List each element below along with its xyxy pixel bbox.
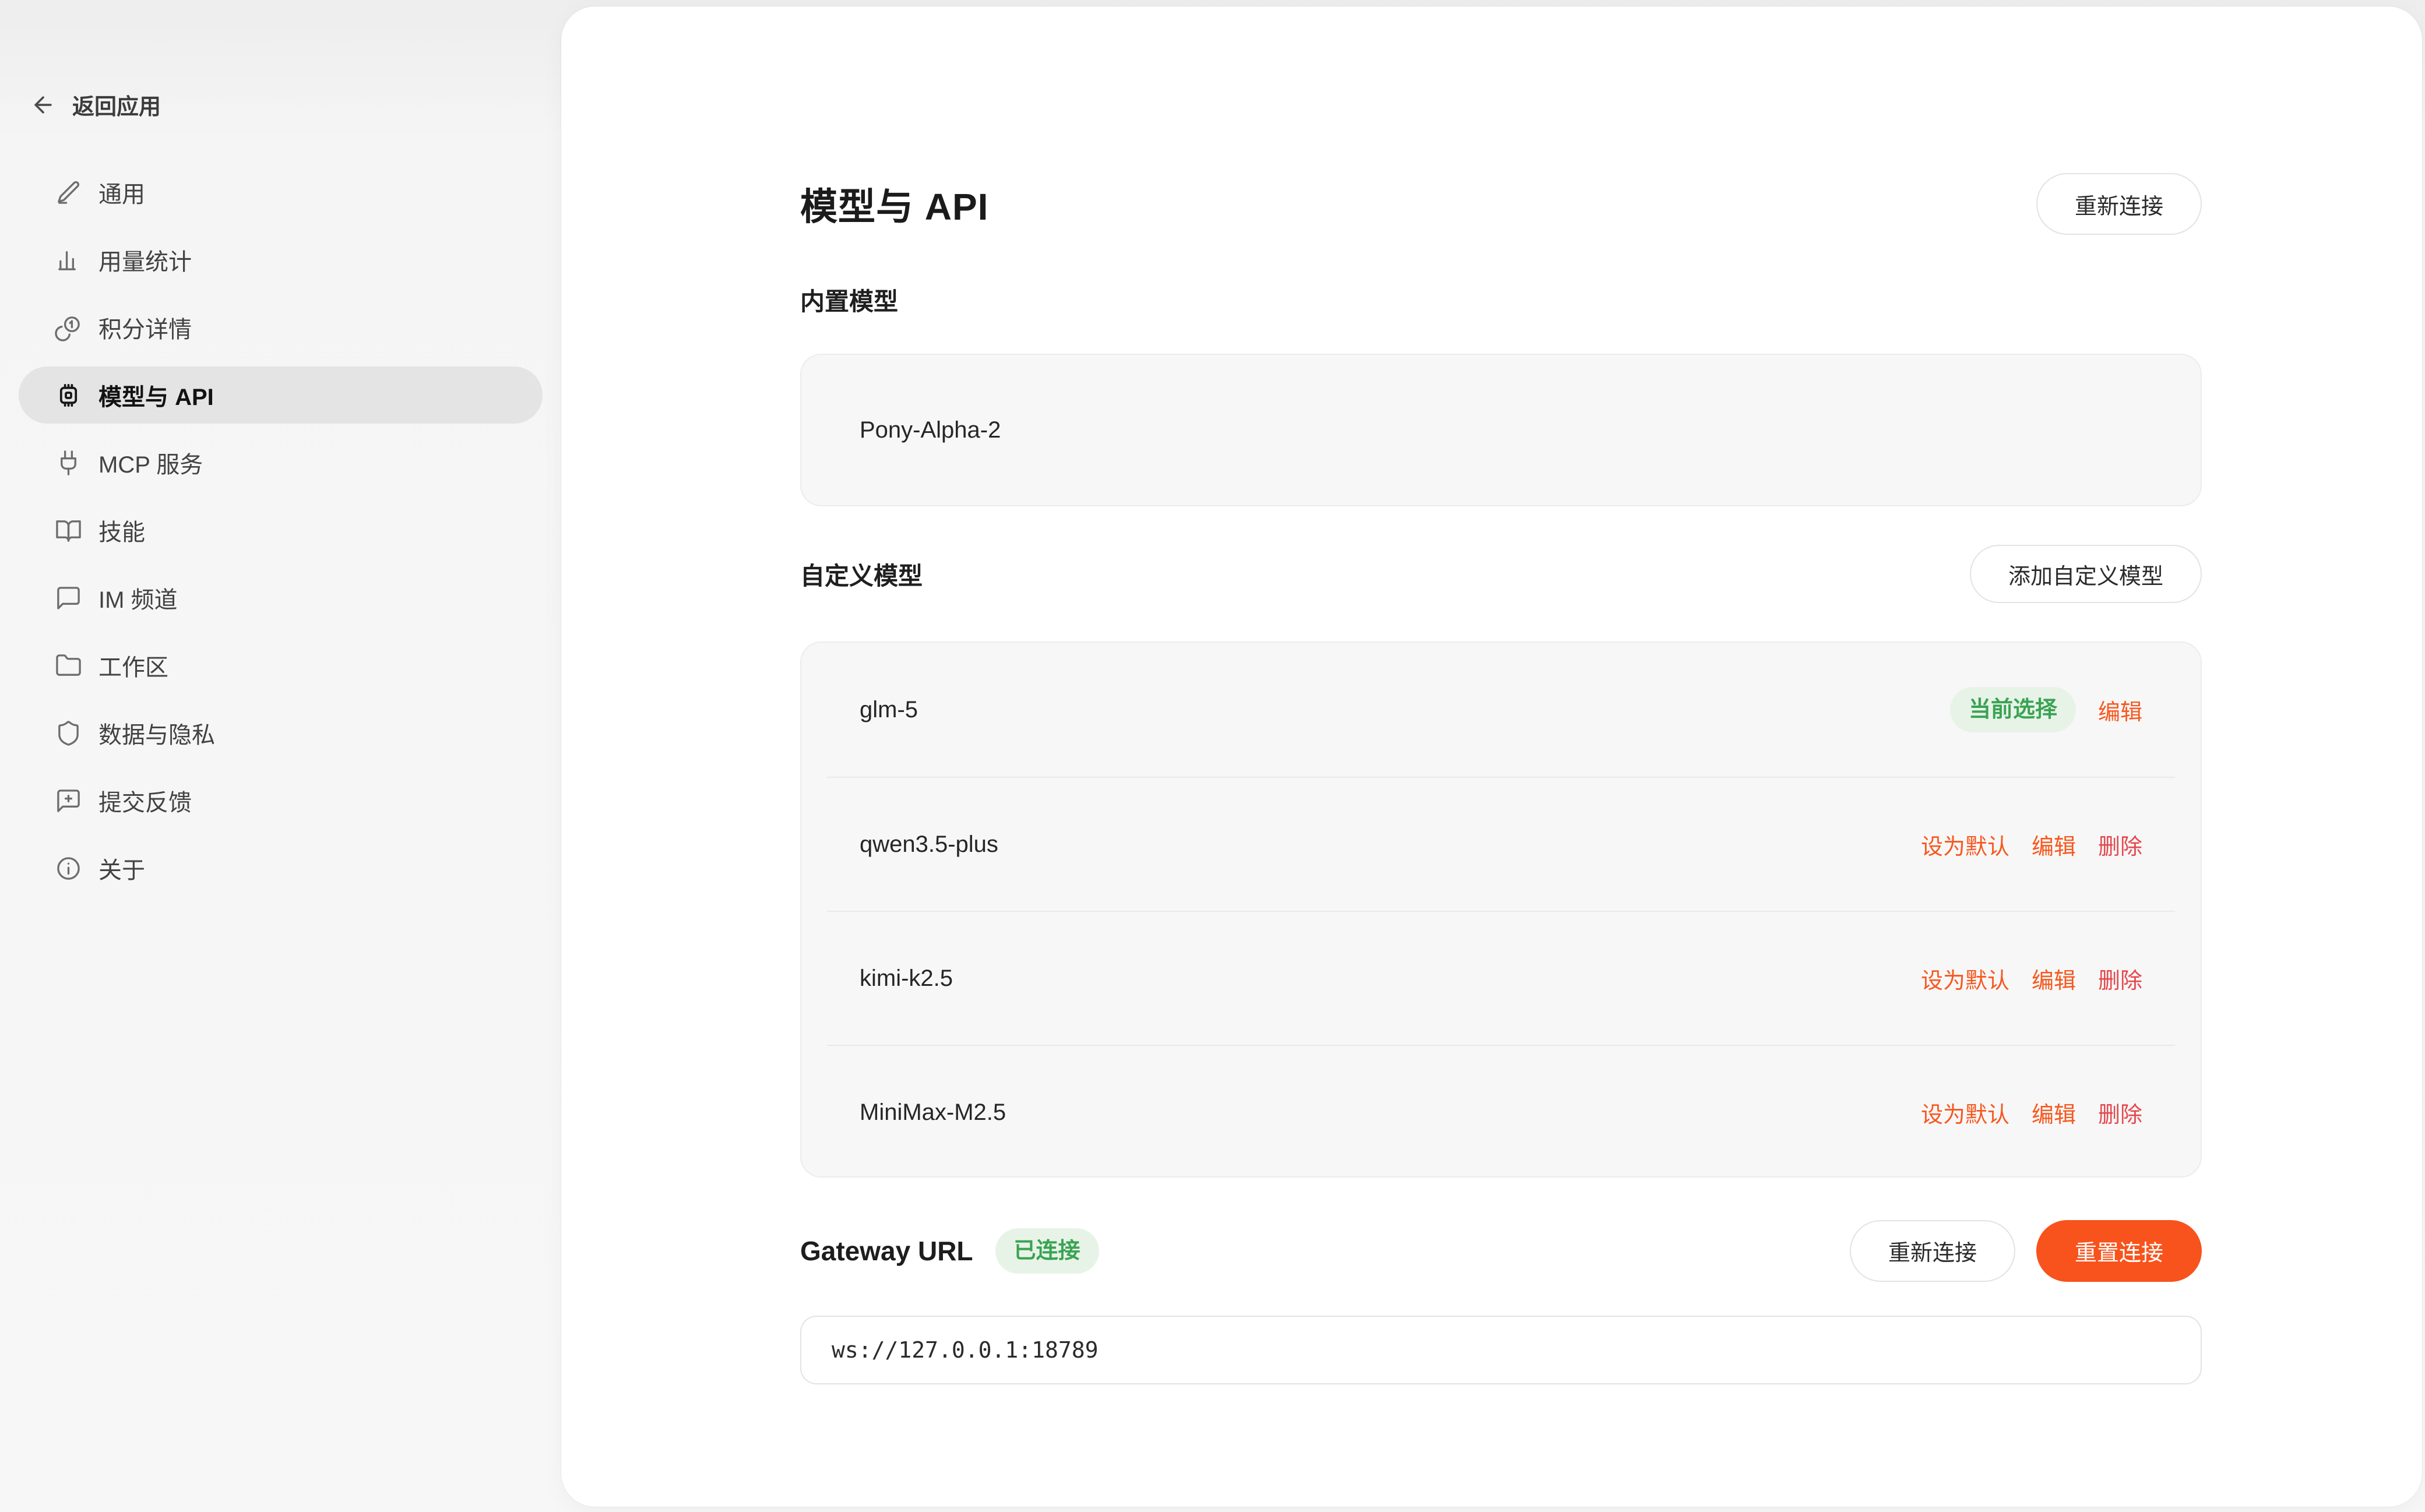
sidebar-item-about[interactable]: 关于 [19,840,543,897]
gateway-reset-button[interactable]: 重置连接 [2036,1220,2202,1282]
custom-model-name: kimi-k2.5 [860,965,953,991]
shield-icon [55,720,82,747]
add-custom-model-button[interactable]: 添加自定义模型 [1969,545,2202,603]
back-to-app-label: 返回应用 [72,95,161,119]
connected-status-badge: 已连接 [995,1228,1099,1274]
sidebar-item-models-api[interactable]: 模型与 API [19,366,543,424]
main-panel: 模型与 API 重新连接 内置模型 Pony-Alpha-2 自定义模型 添加自… [561,6,2422,1507]
sidebar-item-label: 积分详情 [98,317,192,343]
sidebar-item-label: 关于 [98,858,145,883]
sidebar-item-label: 模型与 API [98,385,214,410]
builtin-models-panel: Pony-Alpha-2 [800,354,2202,506]
sidebar-item-skills[interactable]: 技能 [19,502,543,559]
edit-link[interactable]: 编辑 [2031,834,2076,859]
book-open-icon [55,517,82,544]
model-row: MiniMax-M2.5 设为默认 编辑 删除 [827,1045,2175,1176]
message-square-icon [55,584,82,612]
builtin-models-heading: 内置模型 [800,288,899,315]
sidebar-item-usage-stats[interactable]: 用量统计 [19,231,543,288]
model-row: glm-5 当前选择 编辑 [827,643,2175,777]
set-default-link[interactable]: 设为默认 [1920,1102,2009,1127]
sidebar-item-label: 用量统计 [98,249,192,275]
sidebar-item-label: 工作区 [98,655,168,681]
sidebar-item-label: 数据与隐私 [98,722,215,748]
edit-link[interactable]: 编辑 [2031,1102,2076,1127]
edit-link[interactable]: 编辑 [2097,700,2142,725]
back-to-app-button[interactable]: 返回应用 [30,89,161,121]
pencil-icon [55,179,82,206]
sidebar-item-mcp-services[interactable]: MCP 服务 [19,434,543,491]
set-default-link[interactable]: 设为默认 [1920,834,2009,859]
sidebar-item-label: 通用 [98,182,145,207]
model-row: kimi-k2.5 设为默认 编辑 删除 [827,911,2175,1045]
custom-model-name: qwen3.5-plus [860,831,998,857]
set-default-link[interactable]: 设为默认 [1920,968,2009,993]
reconnect-button-top[interactable]: 重新连接 [2036,173,2202,235]
sidebar-item-workspace[interactable]: 工作区 [19,637,543,694]
sidebar-item-general[interactable]: 通用 [19,164,543,221]
custom-model-name: glm-5 [860,696,918,722]
gateway-reconnect-button[interactable]: 重新连接 [1849,1220,2015,1282]
message-plus-icon [55,787,82,815]
sidebar-item-label: IM 频道 [98,587,178,613]
delete-link[interactable]: 删除 [2097,968,2142,993]
gateway-url-input[interactable]: ws://127.0.0.1:18789 [800,1316,2202,1384]
info-icon [55,855,82,882]
sidebar-item-credits[interactable]: 积分详情 [19,299,543,356]
sidebar-item-data-privacy[interactable]: 数据与隐私 [19,704,543,762]
sidebar-item-label: 技能 [98,520,145,545]
model-row: qwen3.5-plus 设为默认 编辑 删除 [827,777,2175,911]
sidebar-item-label: MCP 服务 [98,452,203,478]
sidebar: 返回应用 通用 用量统计 积分详情 模型与 API [0,0,561,1512]
sidebar-nav: 通用 用量统计 积分详情 模型与 API MCP 服务 [19,164,543,907]
current-selection-badge: 当前选择 [1949,687,2076,732]
builtin-model-name: Pony-Alpha-2 [860,417,1001,443]
folder-icon [55,652,82,679]
custom-models-header: 自定义模型 添加自定义模型 [800,545,2202,603]
sidebar-item-feedback[interactable]: 提交反馈 [19,772,543,829]
coins-icon [55,314,82,341]
delete-link[interactable]: 删除 [2097,1102,2142,1127]
cpu-icon [55,382,82,409]
custom-model-name: MiniMax-M2.5 [860,1099,1006,1125]
edit-link[interactable]: 编辑 [2031,968,2076,993]
gateway-url-label: Gateway URL [800,1235,973,1266]
sidebar-item-label: 提交反馈 [98,790,192,816]
gateway-section-header: Gateway URL 已连接 重新连接 重置连接 [800,1220,2202,1282]
bar-chart-icon [55,246,82,274]
page-title: 模型与 API [800,186,989,228]
page-header: 模型与 API 重新连接 [800,172,2202,235]
arrow-left-icon [30,92,56,118]
plug-icon [55,449,82,477]
custom-models-heading: 自定义模型 [800,562,923,590]
sidebar-item-im-channels[interactable]: IM 频道 [19,569,543,626]
custom-models-panel: glm-5 当前选择 编辑 qwen3.5-plus 设为默认 编辑 删除 ki… [800,642,2202,1178]
delete-link[interactable]: 删除 [2097,834,2142,859]
gateway-url-value: ws://127.0.0.1:18789 [832,1337,1099,1363]
